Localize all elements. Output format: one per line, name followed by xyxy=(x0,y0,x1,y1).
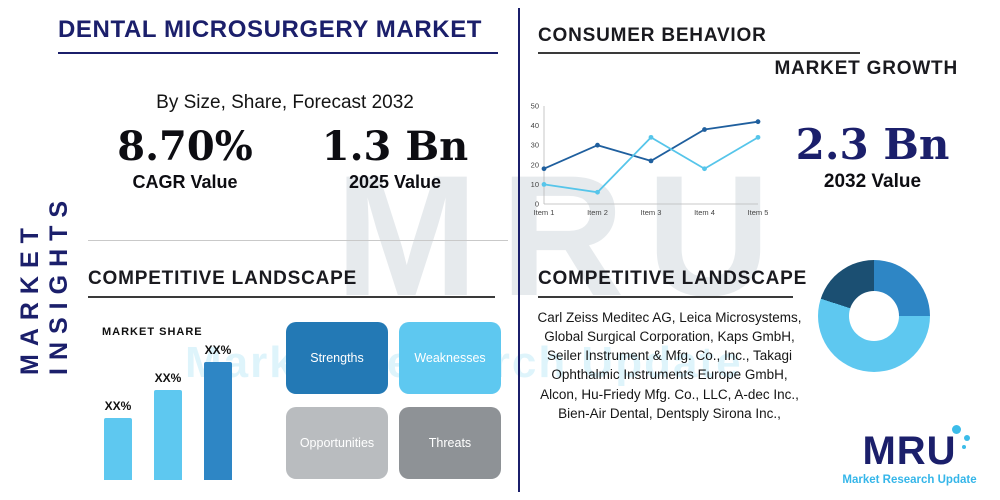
svg-text:Item 2: Item 2 xyxy=(587,208,608,217)
mru-logo: MRU Market Research Update xyxy=(827,425,992,486)
swot-weaknesses: Weaknesses xyxy=(399,322,501,394)
company-list: Carl Zeiss Meditec AG, Leica Microsystem… xyxy=(537,310,802,421)
cagr-value: 8.70% xyxy=(117,123,253,170)
watermark-text: MRU xyxy=(335,140,793,332)
label-2032: 2032 Value xyxy=(823,171,922,193)
logo-dot xyxy=(961,445,966,449)
competitive-right-underline xyxy=(538,296,793,298)
market-growth-line-chart: 0 10 20 30 40 50 Item 1 Item 2 Item 3 Item 4 Item … xyxy=(531,102,768,218)
market-insights-vertical-label: MARKET INSIGHTS xyxy=(16,192,73,375)
consumer-behavior-underline xyxy=(538,52,860,54)
value-2025: 1.3 Bn xyxy=(321,123,469,170)
cagr-stat: 8.70% CAGR Value xyxy=(100,125,270,193)
logo-tagline: Market Research Update xyxy=(842,474,977,486)
swot-threats: Threats xyxy=(399,407,501,479)
bar-value-label: XX% xyxy=(204,343,232,357)
bar xyxy=(154,390,182,480)
value-2032-stat: 2.3 Bn 2032 Value xyxy=(795,120,950,193)
market-share-bar: XX% xyxy=(154,371,182,480)
svg-text:Item 1: Item 1 xyxy=(534,208,555,217)
page-title: DENTAL MICROSURGERY MARKET xyxy=(58,16,483,43)
value-2025-stat: 1.3 Bn 2025 Value xyxy=(310,125,480,193)
market-share-donut-chart xyxy=(818,260,930,372)
logo-dot xyxy=(963,435,970,441)
svg-text:50: 50 xyxy=(531,102,539,111)
subtitle: By Size, Share, Forecast 2032 xyxy=(156,92,414,113)
value-2032: 2.3 Bn xyxy=(795,120,950,169)
section-market-growth: MARKET GROWTH xyxy=(774,58,958,79)
svg-text:40: 40 xyxy=(531,121,539,130)
section-competitive-landscape-left: COMPETITIVE LANDSCAPE xyxy=(88,268,358,289)
bar-value-label: XX% xyxy=(104,399,132,413)
market-share-bar: XX% xyxy=(204,343,232,480)
bar-value-label: XX% xyxy=(154,371,182,385)
svg-text:Item 4: Item 4 xyxy=(694,208,715,217)
svg-text:Item 3: Item 3 xyxy=(641,208,662,217)
svg-text:0: 0 xyxy=(535,200,539,209)
bar xyxy=(204,362,232,480)
competitive-left-underline xyxy=(88,296,495,298)
cagr-label: CAGR Value xyxy=(132,172,238,192)
svg-text:Item 5: Item 5 xyxy=(748,208,768,217)
swot-opportunities: Opportunities xyxy=(286,407,388,479)
svg-text:20: 20 xyxy=(531,160,539,169)
swot-strengths: Strengths xyxy=(286,322,388,394)
market-share-bar: XX% xyxy=(104,399,132,480)
vertical-divider xyxy=(518,8,520,492)
donut-hole xyxy=(849,291,899,341)
section-consumer-behavior: CONSUMER BEHAVIOR xyxy=(538,25,767,46)
left-horizontal-divider xyxy=(88,240,508,241)
logo-text: MRU xyxy=(862,425,970,471)
bar xyxy=(104,418,132,480)
svg-text:30: 30 xyxy=(531,141,539,150)
market-share-bar-chart: XX% XX% XX% xyxy=(104,343,232,480)
title-underline xyxy=(58,52,498,54)
label-2025: 2025 Value xyxy=(348,172,442,192)
svg-text:10: 10 xyxy=(531,180,539,189)
swot-grid: Strengths Weaknesses Opportunities Threats xyxy=(286,322,501,479)
logo-dot xyxy=(951,425,961,434)
section-competitive-landscape-right: COMPETITIVE LANDSCAPE xyxy=(538,268,808,289)
market-share-label: MARKET SHARE xyxy=(102,326,203,338)
